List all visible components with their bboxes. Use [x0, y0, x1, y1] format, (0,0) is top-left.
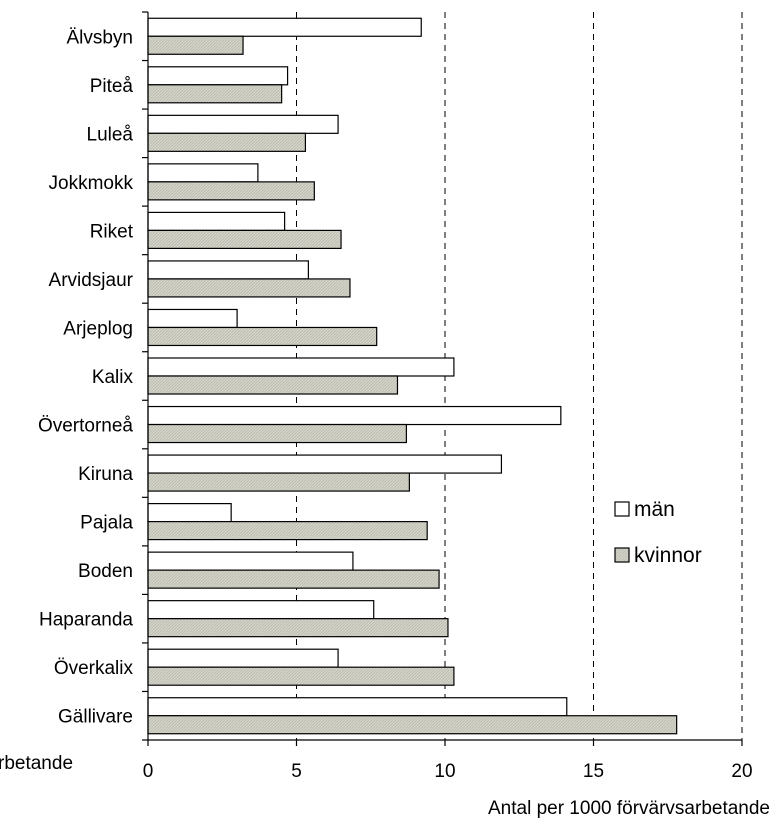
x-tick-label: 15 [583, 761, 604, 782]
x-tick-label: 0 [143, 761, 154, 782]
bar-man [147, 648, 339, 668]
legend: män kvinnor [614, 498, 702, 567]
bar-man [147, 600, 375, 620]
bar-kvinnor [147, 569, 440, 589]
category-label: Boden [78, 561, 133, 582]
category-label: Övertorneå [38, 416, 133, 437]
bar-kvinnor [147, 326, 378, 347]
category-label: Överkalix [54, 658, 134, 679]
axes [142, 11, 743, 746]
x-axis-label-fragment: rbetande [0, 753, 73, 774]
legend-label-man: män [634, 498, 675, 521]
bar-kvinnor [147, 472, 410, 492]
bar-man [147, 551, 354, 571]
category-label: Luleå [87, 124, 134, 145]
x-tick-label: 20 [731, 761, 752, 782]
category-label: Piteå [90, 76, 134, 97]
x-tick-label: 10 [434, 761, 455, 782]
bars [147, 17, 678, 735]
bar-kvinnor [147, 229, 342, 249]
category-label: Riket [90, 221, 134, 242]
labels: Älvsbyn Piteå Luleå Jokkmokk Riket Arvidsjaur… [38, 27, 753, 782]
bar-man [147, 211, 286, 231]
category-label: Kalix [92, 367, 134, 388]
bar-kvinnor [147, 666, 455, 686]
bar-man [147, 17, 422, 37]
category-label: Älvsbyn [66, 27, 133, 48]
category-label: Gällivare [58, 707, 133, 728]
bar-kvinnor [147, 278, 351, 298]
bar-kvinnor [147, 618, 449, 638]
bar-man [147, 357, 455, 377]
bar-kvinnor [147, 423, 407, 444]
x-axis-label: Antal per 1000 förvärvsarbetande [488, 798, 770, 819]
bar-man [147, 503, 232, 523]
category-label: Arvidsjaur [49, 270, 134, 291]
legend-swatch-kvinnor [614, 547, 630, 563]
category-label: Arjeplog [63, 318, 133, 339]
category-label: Haparanda [39, 610, 133, 631]
bar-kvinnor [147, 84, 283, 104]
legend-label-kvinnor: kvinnor [634, 544, 702, 567]
bar-man [147, 308, 238, 329]
bar-kvinnor [147, 520, 428, 541]
category-label: Kiruna [78, 464, 133, 485]
bar-man [147, 66, 289, 86]
bar-man [147, 454, 503, 474]
legend-swatch-man [614, 501, 630, 517]
bar-kvinnor [147, 35, 244, 55]
bar-man [147, 697, 568, 717]
bar-man [147, 405, 562, 426]
category-label: Pajala [80, 513, 133, 534]
x-tick-label: 5 [291, 761, 302, 782]
category-label: Jokkmokk [49, 173, 134, 194]
bar-kvinnor [147, 715, 678, 735]
bar-man [147, 260, 309, 280]
bar-kvinnor [147, 181, 315, 201]
bar-kvinnor [147, 132, 307, 152]
bar-kvinnor [147, 375, 399, 395]
bar-man [147, 163, 259, 183]
bar-man [147, 114, 339, 134]
